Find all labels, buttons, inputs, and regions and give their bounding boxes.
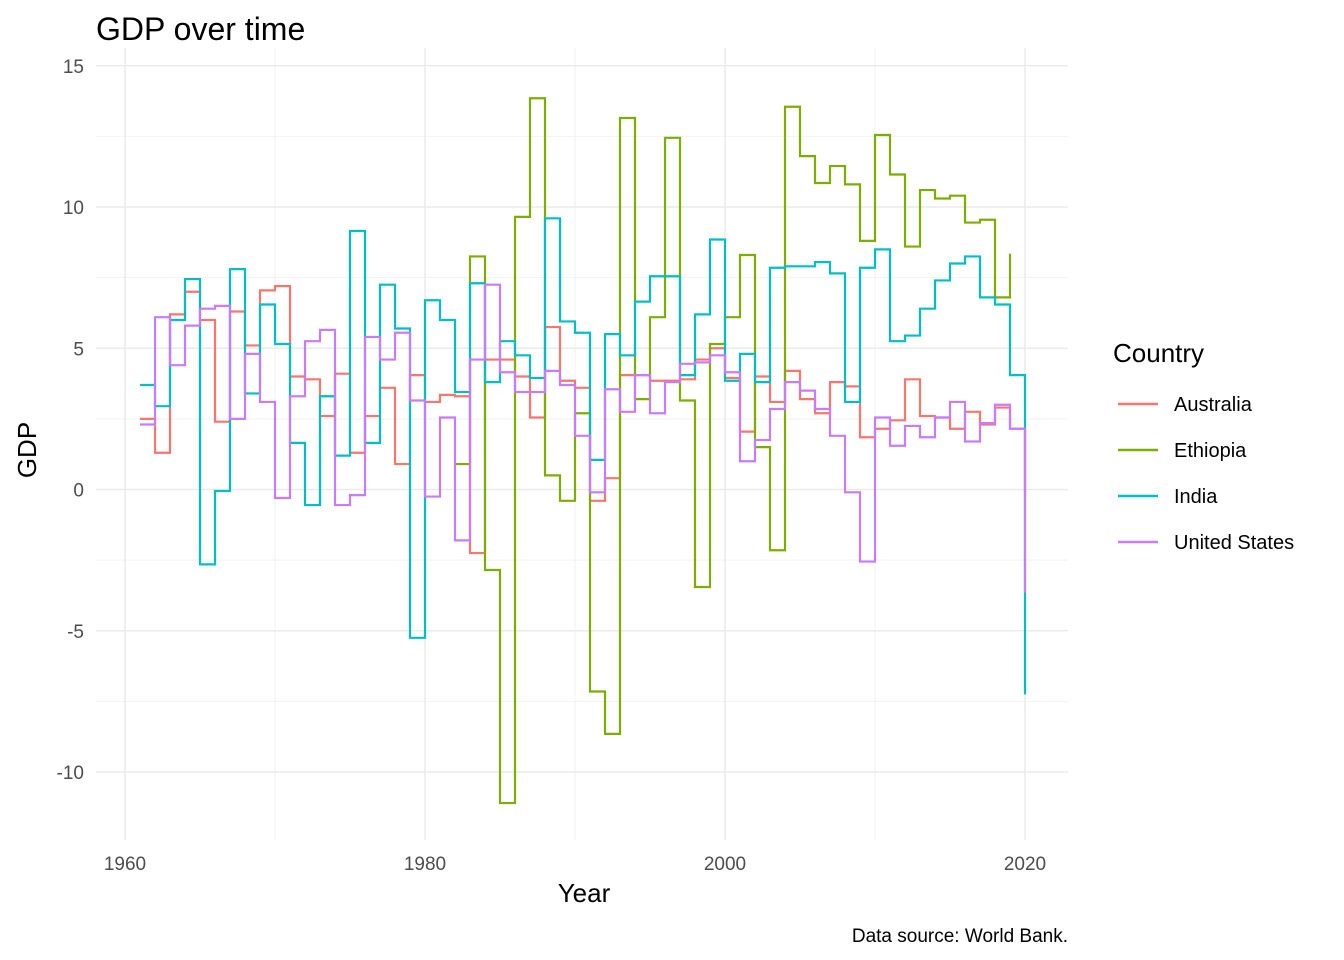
series-layer <box>140 97 1027 805</box>
x-tick-label: 2000 <box>704 854 746 875</box>
plot-grid <box>96 48 1068 840</box>
series-line-united-states <box>140 283 1027 593</box>
legend-title: Country <box>1113 338 1204 368</box>
legend-label-india: India <box>1174 486 1218 508</box>
legend-label-united-states: United States <box>1174 532 1294 554</box>
y-tick-label: -5 <box>67 622 84 643</box>
y-tick-label: 0 <box>73 481 84 502</box>
legend: Country Australia Ethiopia India United Sta… <box>1113 338 1294 554</box>
y-axis-title: GDP <box>12 422 42 478</box>
x-axis-title: Year <box>558 878 611 908</box>
y-tick-label: 15 <box>63 57 84 78</box>
y-tick-label: -10 <box>57 763 84 784</box>
x-tick-label: 2020 <box>1004 854 1046 875</box>
x-tick-label: 1960 <box>104 854 146 875</box>
series-line-ethiopia <box>455 97 1012 805</box>
axis-ticks: 1960 1980 2000 2020 15 10 5 0 -5 -10 <box>57 57 1047 875</box>
y-tick-label: 10 <box>63 198 84 219</box>
series-line-australia <box>140 285 1027 555</box>
chart-title: GDP over time <box>96 11 305 47</box>
legend-label-ethiopia: Ethiopia <box>1174 440 1247 462</box>
y-tick-label: 5 <box>73 339 84 360</box>
caption: Data source: World Bank. <box>852 926 1068 947</box>
x-tick-label: 1980 <box>404 854 446 875</box>
series-line-india <box>140 217 1027 695</box>
legend-label-australia: Australia <box>1174 394 1253 416</box>
